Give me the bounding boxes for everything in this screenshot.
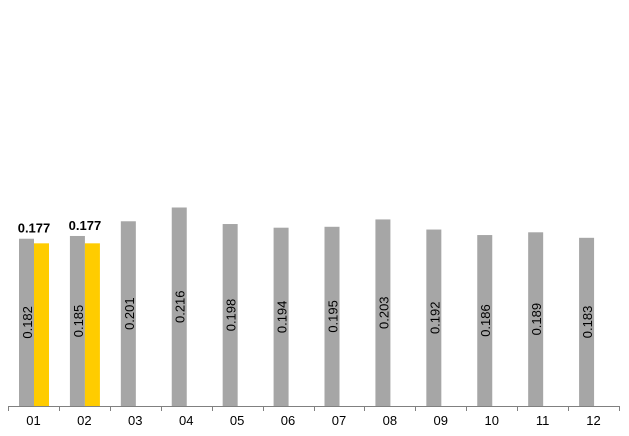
x-tick-label-10: 10 (484, 413, 498, 428)
value-label-grey-08: 0.203 (376, 296, 391, 329)
bar-grey-01 (19, 238, 34, 406)
bar-grey-12 (579, 237, 595, 406)
bar-grey-06 (273, 227, 289, 406)
value-label-grey-01: 0.182 (20, 306, 35, 339)
value-label-grey-11: 0.189 (529, 303, 544, 336)
bar-grey-04 (171, 207, 187, 406)
bar-grey-11 (528, 232, 544, 406)
value-label-yellow-02: 0.177 (69, 218, 102, 233)
bar-grey-07 (324, 226, 340, 406)
value-label-grey-04: 0.216 (173, 290, 188, 323)
labels-layer: 0.182 0.177 0.185 0.177 0.201 0.216 0.198 0.194… (18, 218, 595, 339)
value-label-grey-07: 0.195 (326, 300, 341, 333)
x-tick-label-05: 05 (230, 413, 244, 428)
value-label-grey-06: 0.194 (275, 301, 290, 334)
x-tick-label-12: 12 (586, 413, 600, 428)
x-tick-label-11: 11 (536, 413, 550, 428)
value-label-grey-09: 0.192 (427, 301, 442, 334)
x-tick-label-06: 06 (281, 413, 295, 428)
bar-grey-08 (375, 219, 391, 406)
value-label-grey-02: 0.185 (71, 305, 86, 338)
bar-grey-03 (120, 221, 136, 406)
bar-grey-09 (426, 229, 442, 406)
value-label-grey-12: 0.183 (580, 306, 595, 339)
bar-grey-02 (69, 235, 85, 406)
x-tick-label-01: 01 (26, 413, 40, 428)
value-label-grey-05: 0.198 (224, 299, 239, 332)
value-label-yellow-01: 0.177 (18, 221, 51, 236)
x-tick-label-03: 03 (128, 413, 142, 428)
x-tick-label-09: 09 (434, 413, 448, 428)
bar-yellow-01 (34, 243, 49, 406)
x-axis: 01 02 03 04 05 06 07 08 09 10 11 12 (8, 406, 620, 428)
bar-yellow-02 (84, 243, 100, 406)
bar-grey-10 (477, 235, 493, 406)
x-tick-label-08: 08 (383, 413, 397, 428)
bar-grey-05 (222, 224, 238, 406)
value-label-grey-03: 0.201 (122, 297, 137, 330)
x-tick-label-07: 07 (332, 413, 346, 428)
x-tick-label-04: 04 (179, 413, 193, 428)
bars-layer (19, 207, 595, 406)
x-tick-label-02: 02 (77, 413, 91, 428)
value-label-grey-10: 0.186 (478, 304, 493, 337)
